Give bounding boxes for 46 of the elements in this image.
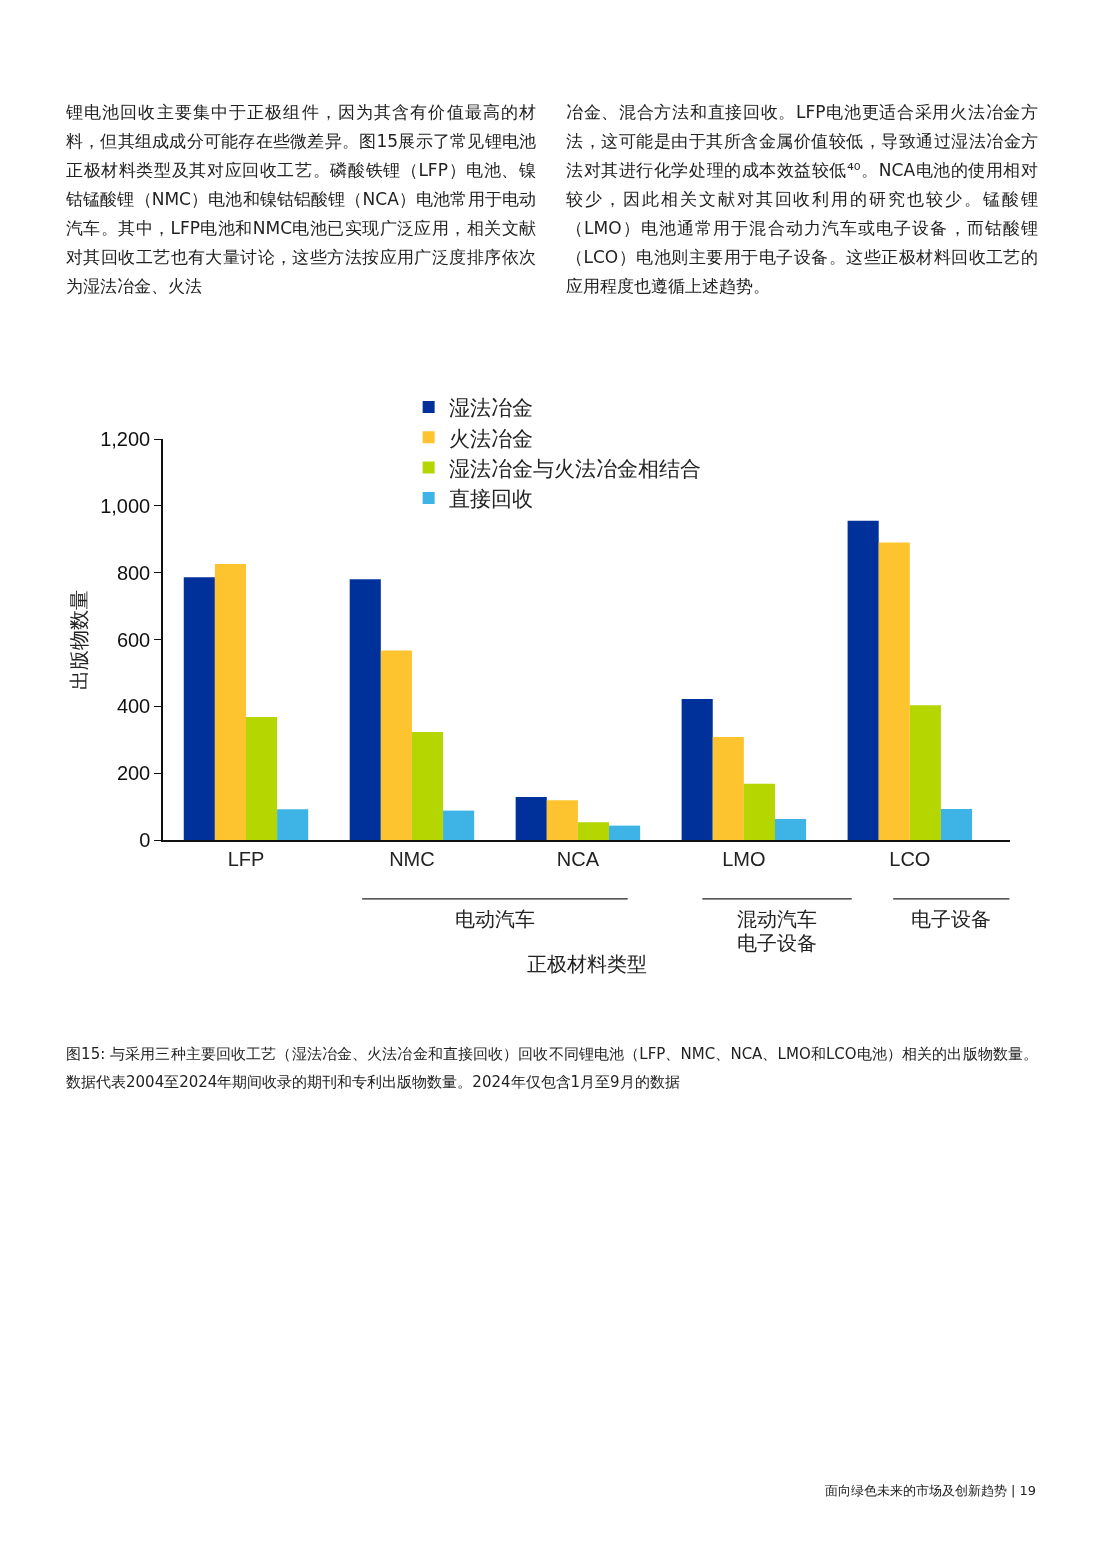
text: 锂电池回收主要集中于正极组件，因为其含有价值最高的材料，但其组成成分可能存在些微差异。图15展示了常见锂电池正极材料类型及其对应回收工艺。磷酸铁锂（LFP）电池、镍钴锰酸锂（NMC）电池和镍钴铝酸锂（NCA）电池常用于电动汽车。其中，LFP电池和NMC电池已实现广泛应用，相关文献对其回收工艺也有大量讨论，这些方法按应用广泛度排序依次为湿法冶金、火法 [66, 101, 536, 298]
x-tick-label: NMC [389, 847, 435, 870]
bar [774, 818, 807, 840]
caption: 图15: 与采用三种主要回收工艺（湿法冶金、火法冶金和直接回收）回收不同锂电池（LFP、NMC、NCA、LMO和LCO电池）相关的出版物数量。数据代表2004至2024年期间收录的期刊和专利出版物数量。2024年仅包含1月至9月的数据 [66, 1044, 1038, 1093]
y-tick-label: 1,200 [100, 428, 151, 450]
bar [743, 783, 775, 840]
bar [183, 577, 215, 840]
y-tick-label: 600 [116, 628, 151, 651]
bar [546, 800, 578, 840]
bar [380, 650, 412, 840]
bar [245, 717, 278, 840]
bar [411, 732, 444, 840]
text: 冶金、混合方法和直接回收。LFP电池更适合采用火法冶金方法，这可能是由于其所含金属价值较低，导致通过湿法冶金方法对其进行化学处理的成本效益较低⁴⁰。NCA电池的使用相对较少，因此相关文献对其回收利用的研究也较少。锰酸锂（LMO）电池通常用于混合动力汽车或电子设备，而钴酸锂（LCO）电池则主要用于电子设备。这些正极材料回收工艺的应用程度也遵循上述趋势。 [566, 101, 1038, 298]
text: 面向绿色未来的市场及创新趋势 | 19 [824, 1482, 1036, 1500]
y-tick-label: 800 [116, 561, 151, 584]
bar [577, 822, 610, 840]
x-tick-label: LFP [227, 847, 265, 870]
y-tick-label: 200 [116, 762, 151, 785]
y-tick-label: 1,000 [100, 494, 151, 517]
x-tick-label: LMO [722, 847, 766, 870]
text: 电子设备 [737, 932, 817, 954]
bar [712, 737, 744, 840]
bar [909, 705, 941, 840]
text: 混动汽车 [737, 908, 817, 930]
bar [681, 698, 713, 840]
bar [214, 563, 246, 840]
text: 电动汽车 [455, 908, 535, 930]
bar [609, 825, 641, 840]
legend-label: 直接回收 [448, 487, 533, 511]
legend-label: 火法冶金 [448, 426, 533, 450]
bar [443, 810, 475, 840]
legend-label: 湿法冶金与火法冶金相结合 [448, 456, 701, 480]
y-tick-label: 0 [139, 829, 151, 851]
x-axis-title: 正极材料类型 [526, 952, 647, 975]
bar [847, 520, 879, 840]
bar [878, 542, 910, 840]
x-tick-label: NCA [556, 847, 600, 870]
bar [277, 809, 309, 840]
bar [349, 579, 381, 840]
y-tick-label: 400 [116, 695, 151, 718]
bar [515, 796, 547, 840]
text: 电子设备 [911, 908, 991, 930]
bar [940, 808, 973, 840]
y-axis-title: 出版物数量 [68, 589, 91, 690]
x-tick-label: LCO [889, 847, 931, 870]
legend-label: 湿法冶金 [448, 396, 533, 420]
